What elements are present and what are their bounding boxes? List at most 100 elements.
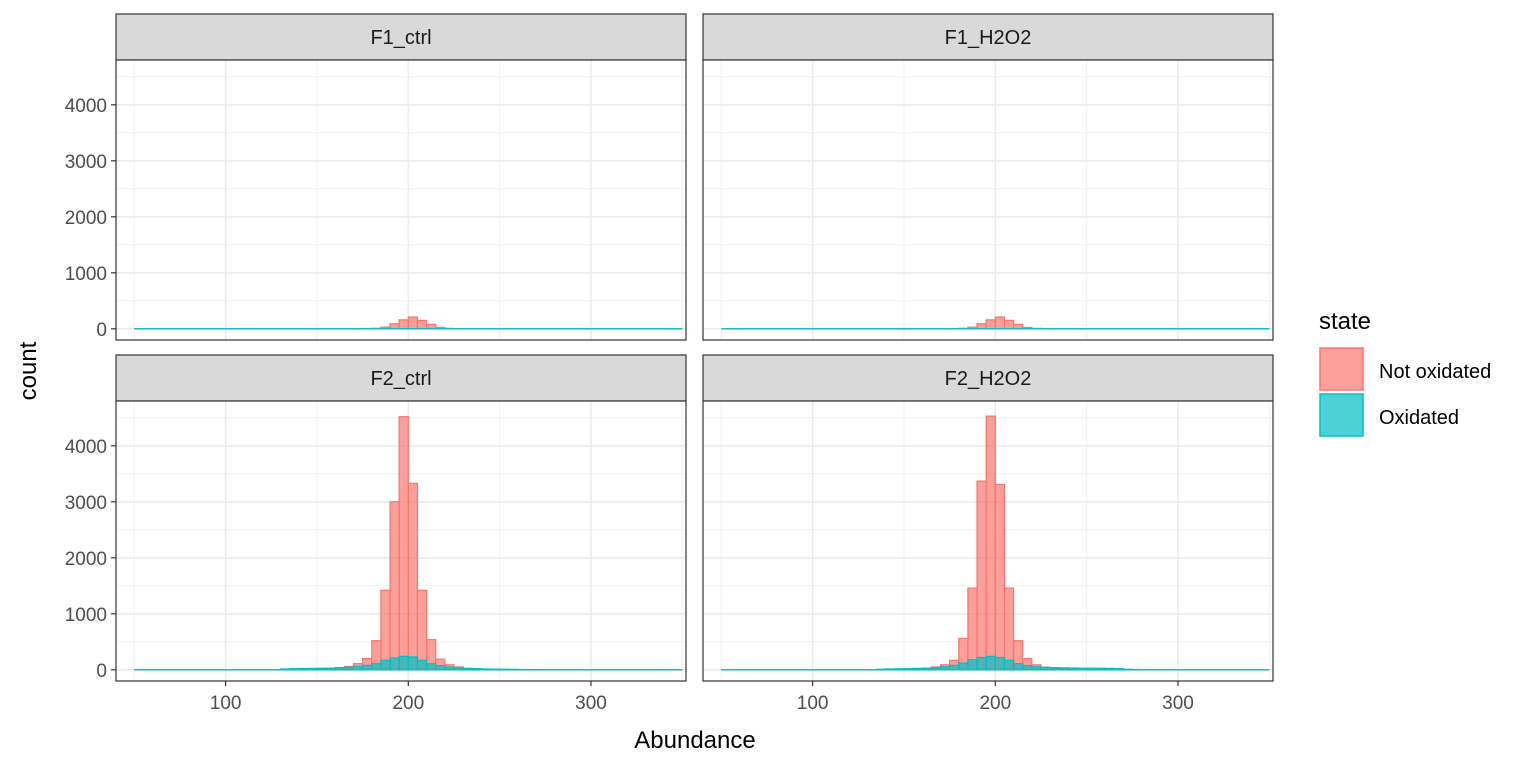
- histogram-bar: [903, 668, 914, 671]
- histogram-bar: [1113, 668, 1124, 671]
- histogram-bar: [389, 501, 400, 671]
- histogram-bar: [362, 664, 373, 671]
- histogram-bar: [875, 668, 887, 671]
- facet-panel: F2_H2O2 100 200 300: [702, 354, 1274, 714]
- histogram-bar: [416, 589, 428, 671]
- histogram-bar: [489, 668, 501, 671]
- histogram-bar: [343, 666, 355, 671]
- histogram-bar: [288, 668, 300, 671]
- histogram-bar: [371, 663, 382, 671]
- facet-strip: [115, 13, 687, 61]
- histogram-bar: [985, 415, 996, 671]
- y-tick-label: 0: [96, 661, 107, 682]
- histogram-bar: [1012, 663, 1024, 671]
- histogram-bar: [325, 667, 336, 671]
- y-tick-label: 3000: [65, 152, 107, 173]
- plot-background: [116, 60, 686, 340]
- histogram-bar: [985, 319, 996, 330]
- legend: state Not oxidated Oxidated: [1319, 308, 1491, 437]
- x-tick-label: 200: [979, 693, 1011, 714]
- x-tick-label: 100: [210, 693, 242, 714]
- panel-border: [115, 400, 687, 682]
- histogram-bar: [930, 666, 942, 671]
- histogram-bar: [462, 667, 473, 671]
- histogram-bar: [499, 668, 510, 671]
- histogram-bar: [994, 483, 1006, 671]
- histogram-bar: [885, 668, 896, 671]
- y-tick-label: 3000: [65, 493, 107, 514]
- histogram-bar: [976, 323, 987, 330]
- y-tick-label: 2000: [65, 208, 107, 229]
- panels-layer: F1_ctrl 0 1000 2000 3000 4000 F1_H2O2 F2_ctrl 0 1…: [65, 13, 1274, 714]
- histogram-bar: [352, 665, 364, 671]
- histogram-bar: [389, 657, 400, 671]
- histogram-bar: [967, 659, 978, 671]
- x-tick-label: 100: [797, 693, 829, 714]
- histogram-bar: [1058, 667, 1069, 671]
- histogram-bar: [389, 323, 400, 330]
- y-tick-label: 4000: [65, 437, 107, 458]
- histogram-bar: [967, 587, 978, 671]
- y-tick-label: 1000: [65, 264, 107, 285]
- histogram-bar: [407, 316, 419, 330]
- histogram-bar: [435, 664, 446, 671]
- histogram-bar: [921, 667, 932, 671]
- histogram-bar: [307, 667, 318, 671]
- histogram-bar: [480, 668, 492, 671]
- facet-panel: F1_H2O2: [702, 13, 1274, 341]
- histogram-bar: [1086, 667, 1097, 671]
- facet-strip-label: F1_H2O2: [945, 27, 1032, 49]
- histogram-bar: [1022, 664, 1033, 671]
- plot-background: [703, 60, 1273, 340]
- facet-panel: F2_ctrl 0 1000 2000 3000 4000 100 200 300: [65, 354, 687, 714]
- histogram-bar: [416, 319, 428, 330]
- histogram-bar: [316, 667, 327, 671]
- histogram-bar: [985, 655, 996, 671]
- histogram-bar: [334, 667, 345, 671]
- facet-strip: [115, 354, 687, 402]
- legend-label-oxidated: Oxidated: [1379, 407, 1459, 429]
- facet-panel: F1_ctrl 0 1000 2000 3000 4000: [65, 13, 687, 341]
- facet-strip: [702, 13, 1274, 61]
- facet-strip: [702, 354, 1274, 402]
- histogram-bar: [894, 668, 905, 671]
- histogram-bar: [1003, 659, 1015, 671]
- histogram-bar: [398, 319, 409, 330]
- histogram-bar: [398, 655, 409, 671]
- histogram-bar: [380, 589, 391, 671]
- histogram-bar: [471, 668, 482, 671]
- histogram-bar: [416, 659, 428, 671]
- panel-border: [702, 59, 1274, 341]
- histogram-bar: [1104, 667, 1115, 671]
- y-tick-label: 2000: [65, 549, 107, 570]
- histogram-bar: [444, 666, 455, 671]
- histogram-bar: [1049, 667, 1060, 671]
- histogram-bar: [1095, 667, 1106, 671]
- legend-label-not-oxidated: Not oxidated: [1379, 361, 1491, 383]
- y-axis-title: count: [15, 341, 42, 400]
- histogram-bar: [425, 663, 437, 671]
- histogram-bar: [1031, 666, 1042, 671]
- histogram-bar: [279, 668, 291, 671]
- histogram-bar: [912, 667, 923, 671]
- histogram-bar: [398, 416, 409, 671]
- x-tick-label: 200: [392, 693, 424, 714]
- histogram-bar: [1067, 667, 1079, 671]
- y-tick-label: 4000: [65, 96, 107, 117]
- histogram-bar: [407, 656, 419, 671]
- facet-strip-label: F2_H2O2: [945, 368, 1032, 390]
- histogram-bar: [1003, 319, 1015, 330]
- histogram-bar: [1040, 666, 1051, 671]
- facet-strip-label: F2_ctrl: [370, 368, 431, 390]
- histogram-bar: [1003, 587, 1015, 671]
- panel-border: [115, 59, 687, 341]
- histogram-bar: [380, 659, 391, 671]
- facet-strip-label: F1_ctrl: [370, 27, 431, 49]
- legend-swatch-not-oxidated: [1319, 347, 1364, 391]
- histogram-bar: [994, 316, 1006, 330]
- histogram-bar: [976, 656, 987, 671]
- legend-swatch-oxidated: [1319, 393, 1364, 437]
- histogram-bar: [453, 667, 464, 671]
- histogram-bar: [994, 656, 1006, 671]
